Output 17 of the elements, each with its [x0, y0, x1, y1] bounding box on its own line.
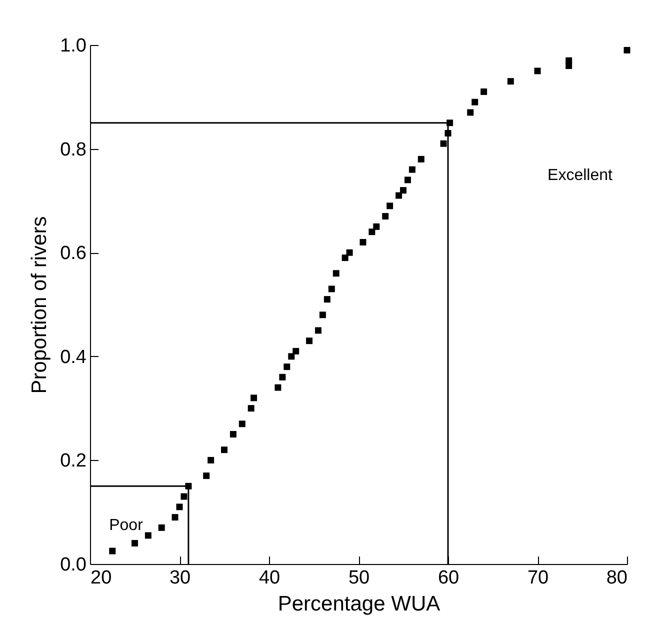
- y-tick-label: 1.0: [60, 36, 86, 56]
- y-tick-label: 0.0: [60, 554, 86, 576]
- x-tick-label: 40: [258, 568, 280, 588]
- x-tick-label: 80: [606, 568, 628, 588]
- y-tick-label: 0.2: [60, 450, 86, 472]
- x-tick-label: 50: [348, 568, 370, 588]
- y-tick-label: 0.8: [60, 139, 86, 160]
- x-axis-title: Percentage WUA: [278, 592, 440, 616]
- x-tick-label: 60: [438, 568, 460, 588]
- annotation: Excellent: [548, 167, 614, 184]
- y-tick-label: 0.4: [60, 346, 87, 368]
- annotation: Poor: [109, 517, 144, 534]
- x-tick-label: 20: [90, 568, 112, 588]
- y-tick-label: 0.6: [60, 243, 86, 264]
- x-tick-label: 30: [169, 568, 191, 588]
- x-tick-label: 70: [527, 568, 549, 588]
- y-axis-title: Proportion of rivers: [28, 216, 52, 394]
